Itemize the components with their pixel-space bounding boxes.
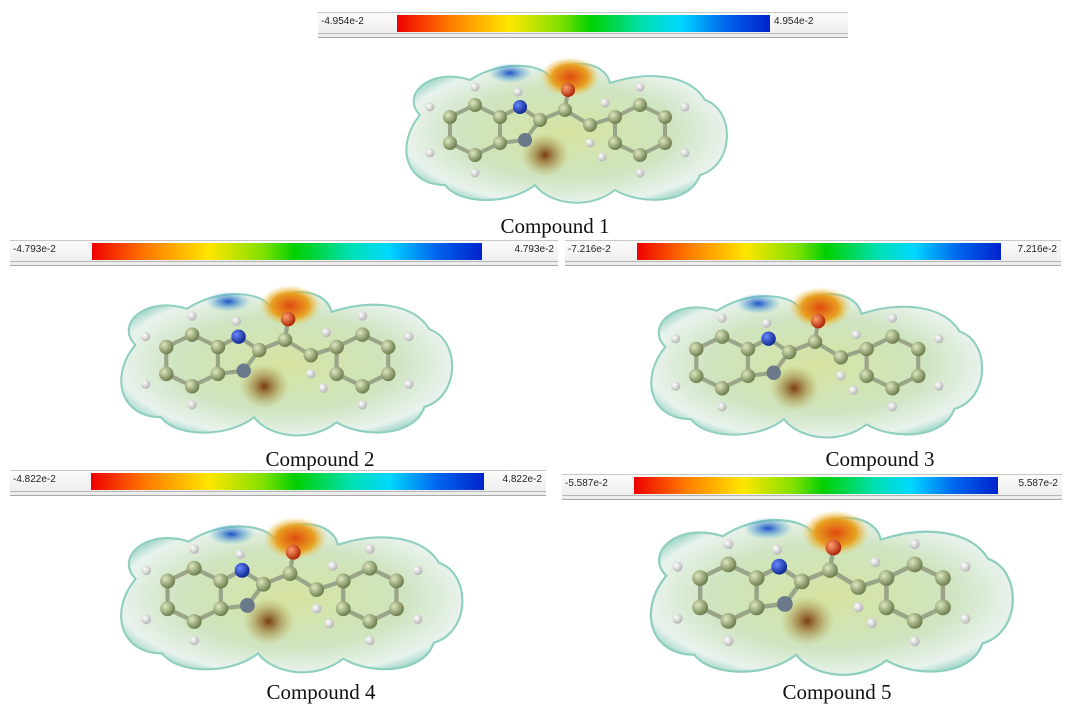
- colorbar-min-label: -4.822e-2: [13, 474, 56, 485]
- molecule-compound-4: [100, 515, 480, 680]
- colorbar-max-label: 7.216e-2: [1017, 244, 1057, 255]
- colorbar-gradient: [634, 477, 998, 494]
- colorbar-compound-4: -4.822e-2 4.822e-2: [10, 470, 546, 496]
- caption-compound-2: Compound 2: [265, 447, 375, 471]
- colorbar-min-label: -4.954e-2: [321, 16, 364, 27]
- colorbar-gradient: [91, 473, 484, 490]
- colorbar-max-label: 4.793e-2: [514, 244, 554, 255]
- colorbar-gradient: [397, 15, 770, 32]
- colorbar-compound-1: -4.954e-2 4.954e-2: [318, 12, 848, 38]
- caption-compound-5: Compound 5: [782, 680, 892, 704]
- colorbar-min-label: -4.793e-2: [13, 244, 56, 255]
- colorbar-max-label: 5.587e-2: [1018, 478, 1058, 489]
- colorbar-max-label: 4.822e-2: [502, 474, 542, 485]
- colorbar-compound-5: -5.587e-2 5.587e-2: [562, 474, 1062, 500]
- colorbar-min-label: -7.216e-2: [568, 244, 611, 255]
- molecule-compound-1: [404, 55, 729, 205]
- molecule-compound-3: [630, 285, 1000, 445]
- caption-compound-4: Compound 4: [266, 680, 376, 704]
- colorbar-gradient: [92, 243, 482, 260]
- colorbar-gradient: [637, 243, 1001, 260]
- molecule-compound-2: [100, 283, 470, 443]
- colorbar-min-label: -5.587e-2: [565, 478, 608, 489]
- colorbar-compound-3: -7.216e-2 7.216e-2: [565, 240, 1061, 266]
- colorbar-compound-2: -4.793e-2 4.793e-2: [10, 240, 558, 266]
- caption-compound-1: Compound 1: [500, 214, 610, 238]
- molecule-compound-5: [630, 508, 1030, 683]
- caption-compound-3: Compound 3: [825, 447, 935, 471]
- colorbar-max-label: 4.954e-2: [774, 16, 814, 27]
